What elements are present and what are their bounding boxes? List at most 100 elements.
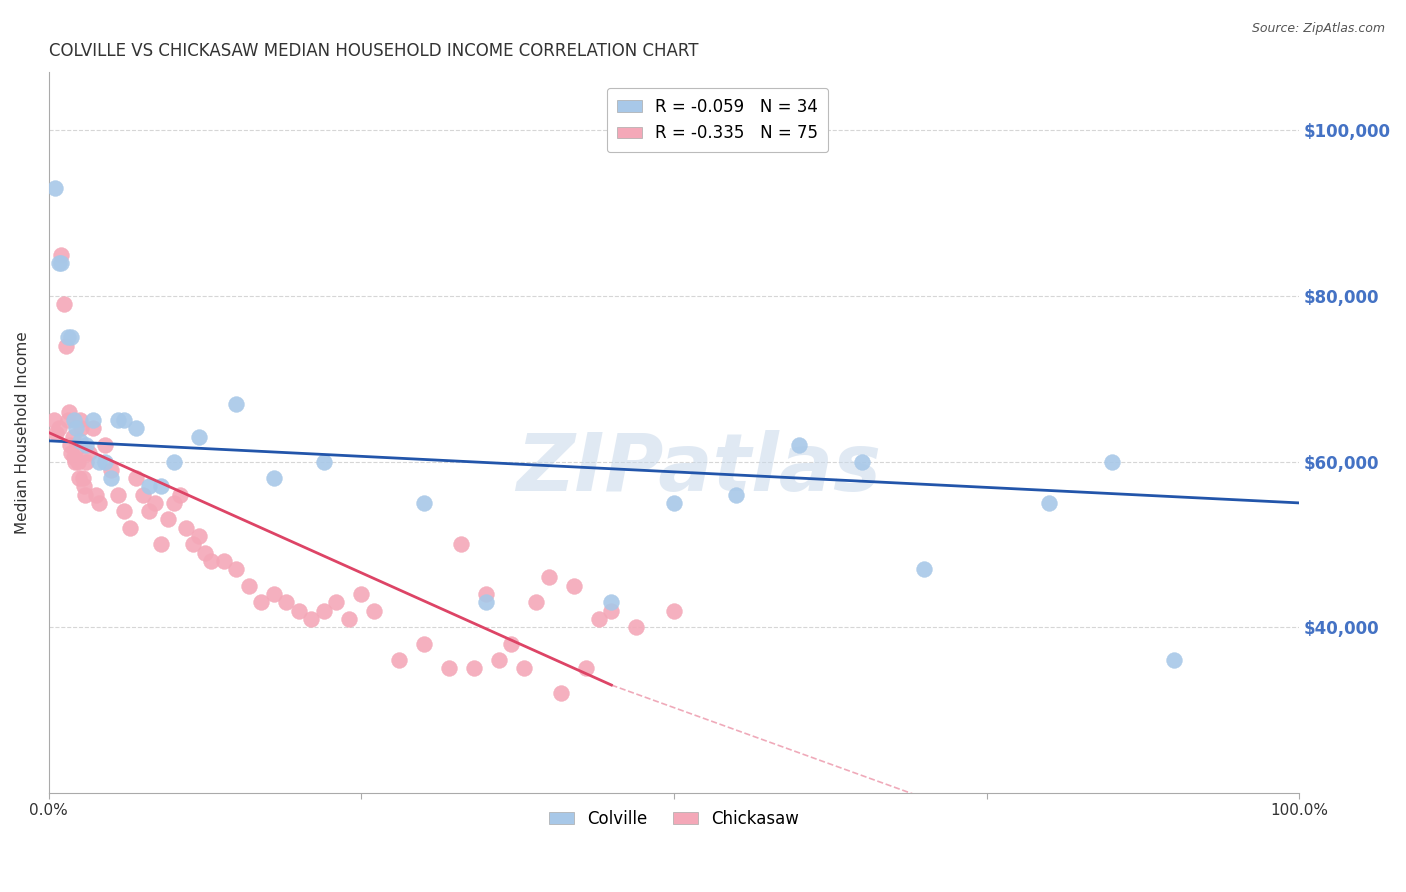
Point <box>59 438 82 452</box>
Point <box>388 653 411 667</box>
Point <box>62 450 84 465</box>
Point <box>77 446 100 460</box>
Legend: Colville, Chickasaw: Colville, Chickasaw <box>543 804 806 835</box>
Point <box>325 595 347 609</box>
Point <box>62 430 84 444</box>
Point <box>131 488 153 502</box>
Y-axis label: Median Household Income: Median Household Income <box>15 331 30 534</box>
Point <box>288 603 311 617</box>
Point <box>181 537 204 551</box>
Point <box>276 595 298 609</box>
Point <box>73 479 96 493</box>
Point <box>51 256 73 270</box>
Point <box>125 421 148 435</box>
Point <box>82 421 104 435</box>
Point <box>72 471 94 485</box>
Point <box>662 603 685 617</box>
Point <box>112 413 135 427</box>
Point <box>94 454 117 468</box>
Point <box>84 488 107 502</box>
Point <box>526 595 548 609</box>
Point <box>412 637 434 651</box>
Point <box>48 256 70 270</box>
Point <box>143 496 166 510</box>
Point <box>787 438 810 452</box>
Point <box>163 496 186 510</box>
Point <box>138 479 160 493</box>
Point <box>82 413 104 427</box>
Point <box>225 562 247 576</box>
Point <box>94 438 117 452</box>
Point <box>62 413 84 427</box>
Point <box>725 488 748 502</box>
Point <box>45 425 67 440</box>
Point <box>75 438 97 452</box>
Point <box>450 537 472 551</box>
Text: ZIPatlas: ZIPatlas <box>516 430 882 508</box>
Point <box>225 396 247 410</box>
Point <box>118 521 141 535</box>
Point <box>1163 653 1185 667</box>
Point <box>42 413 65 427</box>
Point <box>575 661 598 675</box>
Point <box>52 297 75 311</box>
Point <box>55 338 77 352</box>
Point <box>112 504 135 518</box>
Point <box>107 413 129 427</box>
Point <box>174 521 197 535</box>
Point <box>187 430 209 444</box>
Point <box>56 330 79 344</box>
Point <box>60 330 83 344</box>
Point <box>138 504 160 518</box>
Point <box>851 454 873 468</box>
Point <box>65 421 87 435</box>
Point <box>75 454 97 468</box>
Point <box>912 562 935 576</box>
Point <box>463 661 485 675</box>
Point <box>66 454 89 468</box>
Point <box>263 587 285 601</box>
Point <box>550 686 572 700</box>
Point <box>48 421 70 435</box>
Point <box>513 661 536 675</box>
Point <box>73 488 96 502</box>
Point <box>150 537 173 551</box>
Point <box>44 181 66 195</box>
Point <box>65 442 87 456</box>
Point <box>475 587 498 601</box>
Point <box>156 512 179 526</box>
Point <box>58 405 80 419</box>
Point <box>350 587 373 601</box>
Point <box>312 454 335 468</box>
Point <box>412 496 434 510</box>
Point <box>163 454 186 468</box>
Point <box>100 463 122 477</box>
Point <box>363 603 385 617</box>
Point <box>1038 496 1060 510</box>
Point <box>626 620 648 634</box>
Text: COLVILLE VS CHICKASAW MEDIAN HOUSEHOLD INCOME CORRELATION CHART: COLVILLE VS CHICKASAW MEDIAN HOUSEHOLD I… <box>49 42 699 60</box>
Point <box>200 554 222 568</box>
Point <box>87 454 110 468</box>
Point <box>70 421 93 435</box>
Point <box>169 488 191 502</box>
Point <box>69 413 91 427</box>
Point <box>187 529 209 543</box>
Text: Source: ZipAtlas.com: Source: ZipAtlas.com <box>1251 22 1385 36</box>
Point <box>263 471 285 485</box>
Point <box>212 554 235 568</box>
Point <box>51 247 73 261</box>
Point <box>600 603 623 617</box>
Point <box>600 595 623 609</box>
Point <box>100 471 122 485</box>
Point <box>501 637 523 651</box>
Point <box>56 413 79 427</box>
Point <box>662 496 685 510</box>
Point <box>437 661 460 675</box>
Point <box>63 454 86 468</box>
Point <box>588 612 610 626</box>
Point <box>562 579 585 593</box>
Point <box>312 603 335 617</box>
Point <box>537 570 560 584</box>
Point <box>488 653 510 667</box>
